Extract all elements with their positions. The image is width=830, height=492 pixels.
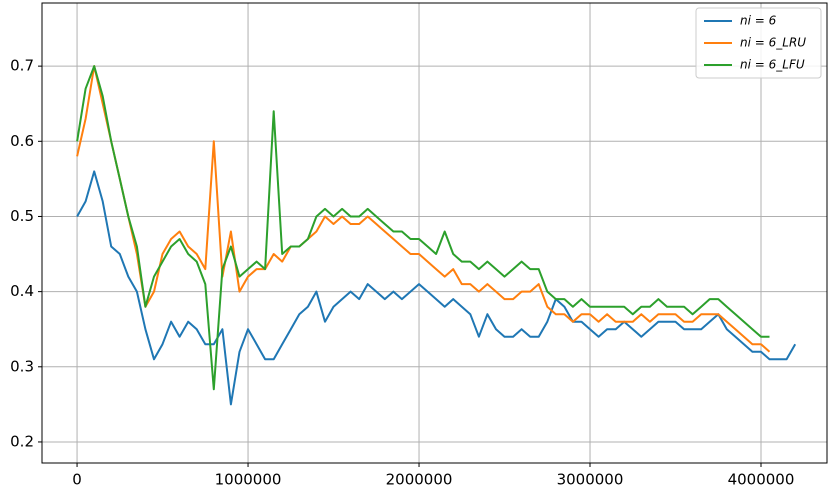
- x-tick-label: 4000000: [728, 471, 795, 489]
- plot-frame: [41, 2, 828, 464]
- y-tick-label: 0.4: [10, 282, 34, 300]
- legend-label: ni = 6: [740, 14, 777, 28]
- x-tick-label: 1000000: [215, 471, 282, 489]
- x-tick-label: 3000000: [557, 471, 624, 489]
- series-line: [76, 65, 771, 353]
- series-line: [76, 65, 770, 391]
- legend-label: ni = 6_LFU: [740, 58, 805, 72]
- x-tick-label: 2000000: [386, 471, 453, 489]
- legend-box: [695, 7, 822, 79]
- y-tick-label: 0.2: [10, 432, 34, 450]
- y-tick-label: 0.5: [10, 207, 34, 225]
- y-tick-label: 0.6: [10, 132, 34, 150]
- y-tick-label: 0.3: [10, 357, 34, 375]
- x-tick-label: 0: [72, 471, 82, 489]
- legend-label: ni = 6_LRU: [740, 36, 806, 50]
- series-line: [76, 170, 797, 406]
- y-tick-label: 0.7: [10, 57, 34, 75]
